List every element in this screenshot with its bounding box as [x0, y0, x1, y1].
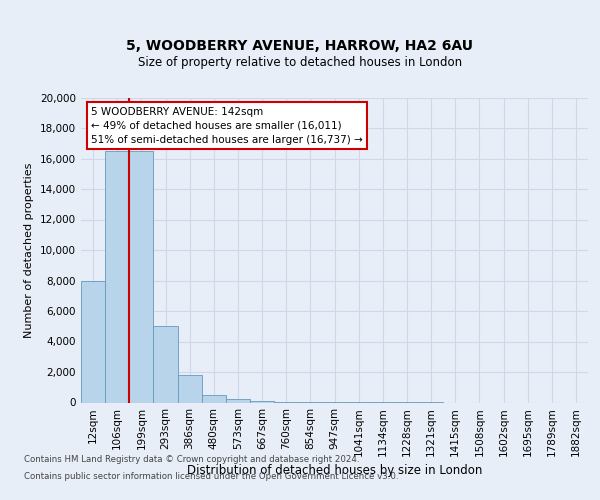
Bar [129, 151, 154, 403]
Bar [105, 151, 129, 403]
Bar [226, 400, 250, 402]
Text: Contains public sector information licensed under the Open Government Licence v3: Contains public sector information licen… [24, 472, 398, 481]
Bar [178, 375, 202, 402]
Text: Size of property relative to detached houses in London: Size of property relative to detached ho… [138, 56, 462, 69]
Bar [154, 326, 178, 402]
Text: Contains HM Land Registry data © Crown copyright and database right 2024.: Contains HM Land Registry data © Crown c… [24, 455, 359, 464]
Y-axis label: Number of detached properties: Number of detached properties [25, 162, 34, 338]
Bar [250, 401, 274, 402]
X-axis label: Distribution of detached houses by size in London: Distribution of detached houses by size … [187, 464, 482, 477]
Text: 5, WOODBERRY AVENUE, HARROW, HA2 6AU: 5, WOODBERRY AVENUE, HARROW, HA2 6AU [127, 38, 473, 52]
Bar [202, 395, 226, 402]
Text: 5 WOODBERRY AVENUE: 142sqm
← 49% of detached houses are smaller (16,011)
51% of : 5 WOODBERRY AVENUE: 142sqm ← 49% of deta… [91, 106, 363, 144]
Bar [81, 280, 105, 402]
